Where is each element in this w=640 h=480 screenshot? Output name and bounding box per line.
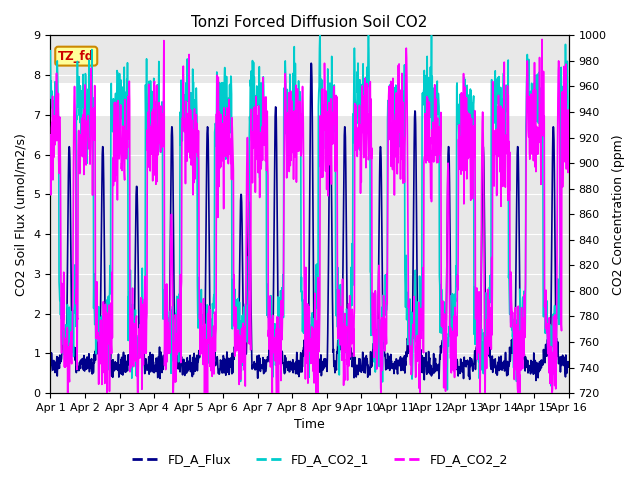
Legend: FD_A_Flux, FD_A_CO2_1, FD_A_CO2_2: FD_A_Flux, FD_A_CO2_1, FD_A_CO2_2 <box>127 448 513 471</box>
Bar <box>51 83 569 115</box>
X-axis label: Time: Time <box>294 419 325 432</box>
Y-axis label: CO2 Concentration (ppm): CO2 Concentration (ppm) <box>612 134 625 295</box>
Y-axis label: CO2 Soil Flux (umol/m2/s): CO2 Soil Flux (umol/m2/s) <box>15 133 28 296</box>
Title: Tonzi Forced Diffusion Soil CO2: Tonzi Forced Diffusion Soil CO2 <box>191 15 428 30</box>
Text: TZ_fd: TZ_fd <box>58 49 94 63</box>
